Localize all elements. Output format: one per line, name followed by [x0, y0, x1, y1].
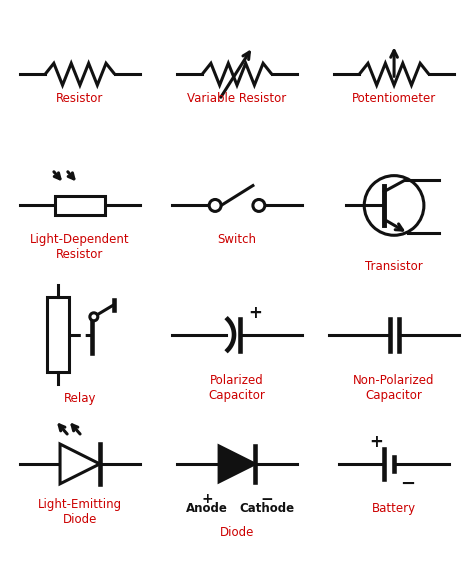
Circle shape	[253, 199, 265, 212]
Text: Non-Polarized
Capacitor: Non-Polarized Capacitor	[353, 374, 435, 403]
Text: Resistor: Resistor	[56, 92, 104, 105]
Text: Light-Emitting
Diode: Light-Emitting Diode	[38, 498, 122, 526]
Text: Potentiometer: Potentiometer	[352, 92, 436, 105]
Text: −: −	[260, 491, 273, 507]
Polygon shape	[219, 446, 255, 482]
Text: Anode: Anode	[186, 502, 228, 515]
Text: +: +	[369, 433, 383, 451]
Text: +: +	[248, 304, 262, 322]
Text: Relay: Relay	[64, 392, 96, 405]
Bar	[46, 297, 70, 373]
Text: Switch: Switch	[218, 233, 256, 246]
Circle shape	[209, 199, 221, 212]
Text: Light-Dependent
Resistor: Light-Dependent Resistor	[30, 233, 130, 261]
Bar	[55, 195, 105, 216]
Text: +: +	[201, 491, 213, 506]
Polygon shape	[60, 444, 100, 484]
Circle shape	[364, 176, 424, 235]
Text: Variable Resistor: Variable Resistor	[187, 92, 287, 105]
Text: Diode: Diode	[220, 526, 254, 539]
Circle shape	[90, 313, 98, 321]
Text: Polarized
Capacitor: Polarized Capacitor	[209, 374, 265, 403]
Text: −: −	[401, 475, 416, 493]
Text: Battery: Battery	[372, 502, 416, 515]
Text: Transistor: Transistor	[365, 260, 423, 273]
Text: Cathode: Cathode	[239, 502, 294, 515]
